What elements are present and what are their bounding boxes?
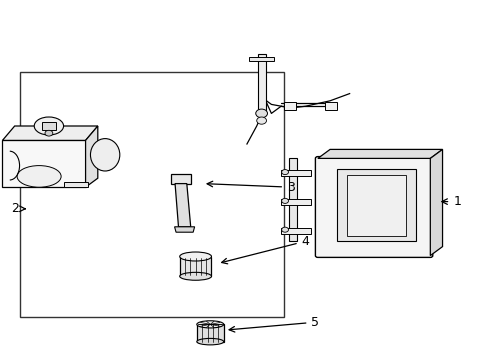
- Bar: [281, 170, 310, 176]
- Bar: [288, 158, 297, 241]
- Ellipse shape: [34, 117, 63, 135]
- Polygon shape: [429, 149, 442, 256]
- Bar: [20, 72, 283, 317]
- Text: 2: 2: [11, 202, 25, 215]
- Ellipse shape: [196, 321, 223, 328]
- Ellipse shape: [196, 338, 223, 345]
- Circle shape: [45, 130, 53, 136]
- Ellipse shape: [90, 139, 120, 171]
- Bar: [180, 256, 211, 276]
- Text: 1: 1: [441, 195, 460, 208]
- Circle shape: [281, 170, 288, 175]
- Ellipse shape: [180, 272, 211, 280]
- Bar: [346, 175, 405, 236]
- Text: 4: 4: [221, 235, 309, 264]
- Bar: [281, 228, 310, 234]
- Circle shape: [281, 198, 288, 203]
- Bar: [281, 199, 310, 205]
- Text: 5: 5: [229, 316, 319, 332]
- Circle shape: [281, 227, 288, 232]
- Polygon shape: [63, 182, 88, 187]
- Text: 3: 3: [207, 181, 294, 194]
- Polygon shape: [174, 227, 194, 232]
- Bar: [325, 102, 337, 110]
- Bar: [283, 102, 295, 110]
- Bar: [257, 54, 265, 115]
- Polygon shape: [2, 140, 85, 187]
- Bar: [196, 324, 223, 342]
- Polygon shape: [317, 149, 442, 158]
- Bar: [41, 122, 56, 130]
- Ellipse shape: [17, 166, 61, 187]
- Polygon shape: [2, 126, 98, 140]
- FancyBboxPatch shape: [315, 157, 432, 257]
- Circle shape: [255, 109, 267, 118]
- Circle shape: [256, 117, 266, 124]
- Bar: [249, 57, 273, 61]
- Bar: [170, 174, 191, 184]
- Polygon shape: [175, 184, 190, 227]
- Bar: [337, 169, 415, 241]
- Polygon shape: [85, 126, 98, 187]
- Ellipse shape: [180, 252, 211, 261]
